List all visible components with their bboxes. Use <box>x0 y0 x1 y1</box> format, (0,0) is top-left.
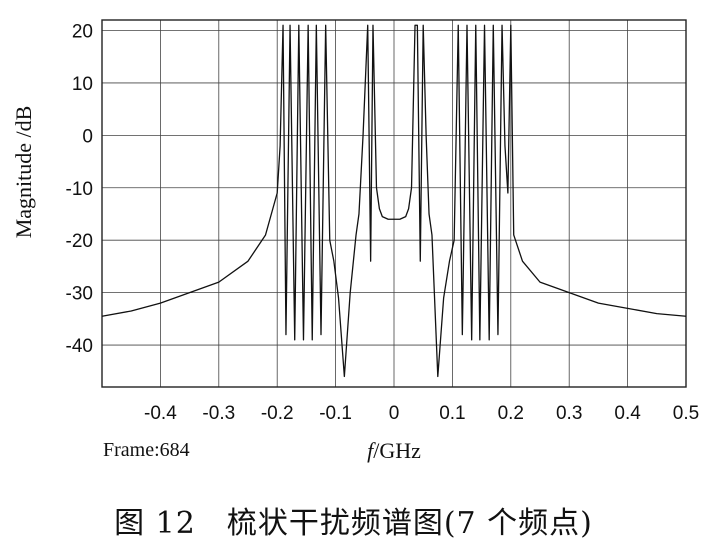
x-tick-labels: -0.4 -0.3 -0.2 -0.1 0 0.1 0.2 0.3 0.4 0.5 <box>144 403 699 424</box>
y-tick-label: 0 <box>82 126 93 147</box>
x-axis-label-unit: /GHz <box>373 438 421 463</box>
x-axis-label-italic: f <box>367 438 376 463</box>
x-tick-label: -0.1 <box>319 403 352 424</box>
x-tick-label: 0.3 <box>556 403 582 424</box>
y-axis-label: Magnitude /dB <box>11 106 36 239</box>
y-tick-label: 10 <box>72 74 93 95</box>
frame-label: Frame:684 <box>103 439 190 461</box>
y-tick-label: -40 <box>66 336 93 357</box>
y-tick-label: -20 <box>66 231 93 252</box>
figure-caption: 图 12 梳状干扰频谱图(7 个频点) <box>114 506 593 541</box>
x-tick-label: 0.5 <box>673 403 699 424</box>
x-tick-label: -0.2 <box>261 403 294 424</box>
grid-lines <box>102 20 687 387</box>
x-tick-label: 0.2 <box>498 403 524 424</box>
y-tick-label: -10 <box>66 179 93 200</box>
x-tick-label: -0.4 <box>144 403 177 424</box>
x-tick-label: 0.4 <box>614 403 641 424</box>
x-tick-label: 0.1 <box>439 403 465 424</box>
plot-frame <box>101 19 687 388</box>
series-line <box>101 24 687 378</box>
y-tick-label: -30 <box>66 284 93 305</box>
x-axis-label: f/GHz <box>367 438 421 463</box>
y-tick-labels: 20 10 0 -10 -20 -30 -40 <box>66 21 93 357</box>
x-tick-label: -0.3 <box>202 403 235 424</box>
x-tick-label: 0 <box>389 403 400 424</box>
y-tick-label: 20 <box>72 21 93 42</box>
